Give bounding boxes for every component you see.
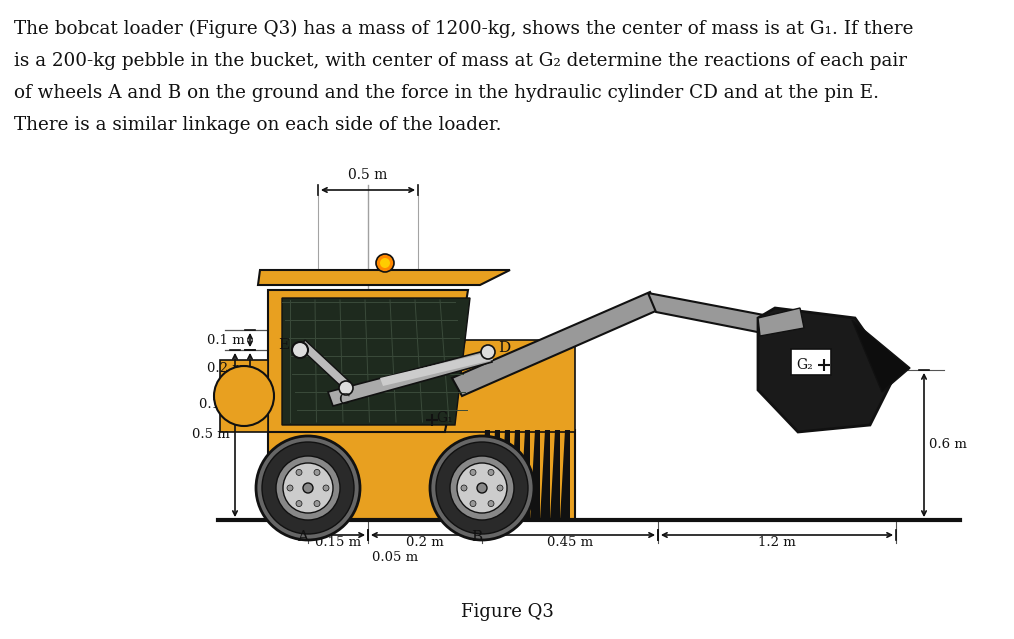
Text: G₂: G₂: [796, 358, 813, 372]
Polygon shape: [758, 308, 804, 336]
Polygon shape: [530, 430, 540, 520]
Text: is a 200-kg pebble in the bucket, with center of mass at G₂ determine the reacti: is a 200-kg pebble in the bucket, with c…: [14, 52, 907, 70]
Circle shape: [287, 485, 293, 491]
Circle shape: [470, 500, 476, 507]
Text: B: B: [472, 530, 483, 544]
Text: 0.05 m: 0.05 m: [372, 551, 418, 564]
Circle shape: [303, 483, 313, 493]
Text: There is a similar linkage on each side of the loader.: There is a similar linkage on each side …: [14, 116, 502, 134]
Polygon shape: [452, 292, 658, 396]
Circle shape: [314, 470, 320, 475]
Circle shape: [276, 456, 340, 520]
Circle shape: [296, 470, 302, 475]
Polygon shape: [300, 340, 350, 390]
FancyBboxPatch shape: [791, 349, 831, 375]
Polygon shape: [220, 360, 268, 432]
Polygon shape: [540, 430, 550, 520]
Text: 0.5 m: 0.5 m: [349, 168, 387, 182]
Polygon shape: [328, 350, 492, 406]
Polygon shape: [490, 430, 500, 520]
Text: 0.45 m: 0.45 m: [547, 536, 593, 549]
Circle shape: [497, 485, 503, 491]
Text: 0.2 m: 0.2 m: [207, 362, 245, 376]
Circle shape: [214, 366, 274, 426]
Text: 1.2 m: 1.2 m: [758, 536, 796, 549]
Polygon shape: [648, 293, 798, 340]
Polygon shape: [445, 340, 575, 432]
Text: A: A: [297, 530, 308, 544]
Circle shape: [292, 342, 308, 358]
Text: 0.5 m: 0.5 m: [193, 429, 230, 442]
Circle shape: [296, 500, 302, 507]
Polygon shape: [258, 270, 510, 285]
Text: 0.1 m: 0.1 m: [207, 334, 245, 346]
Circle shape: [457, 463, 507, 513]
Polygon shape: [550, 430, 560, 520]
Polygon shape: [510, 430, 520, 520]
Text: Figure Q3: Figure Q3: [460, 603, 554, 621]
Circle shape: [380, 258, 390, 268]
Circle shape: [339, 381, 353, 395]
Text: C: C: [338, 393, 350, 407]
Polygon shape: [758, 308, 895, 432]
Polygon shape: [480, 430, 490, 520]
Polygon shape: [520, 430, 530, 520]
Polygon shape: [500, 430, 510, 520]
Polygon shape: [852, 320, 910, 392]
Text: 0.2 m: 0.2 m: [407, 536, 444, 549]
Text: 0.18 m: 0.18 m: [199, 397, 245, 410]
Circle shape: [488, 470, 494, 475]
Circle shape: [430, 436, 534, 540]
Text: G₁: G₁: [436, 411, 452, 425]
Circle shape: [262, 442, 354, 534]
Text: The bobcat loader (Figure Q3) has a mass of 1200-kg, shows the center of mass is: The bobcat loader (Figure Q3) has a mass…: [14, 20, 914, 38]
Circle shape: [436, 442, 528, 534]
Circle shape: [461, 485, 467, 491]
Circle shape: [256, 436, 360, 540]
Text: of wheels A and B on the ground and the force in the hydraulic cylinder CD and a: of wheels A and B on the ground and the …: [14, 84, 879, 102]
Polygon shape: [380, 352, 493, 386]
Circle shape: [470, 470, 476, 475]
Circle shape: [488, 500, 494, 507]
Circle shape: [477, 483, 487, 493]
Polygon shape: [268, 430, 575, 520]
Polygon shape: [560, 430, 570, 520]
Text: D: D: [498, 341, 510, 355]
Circle shape: [323, 485, 329, 491]
Text: E: E: [278, 338, 289, 352]
Polygon shape: [268, 290, 468, 432]
Text: 0.6 m: 0.6 m: [929, 438, 967, 452]
Circle shape: [283, 463, 333, 513]
Circle shape: [314, 500, 320, 507]
Circle shape: [450, 456, 514, 520]
Polygon shape: [282, 298, 470, 425]
Text: 0.15 m: 0.15 m: [315, 536, 361, 549]
Circle shape: [481, 345, 495, 359]
Circle shape: [376, 254, 394, 272]
